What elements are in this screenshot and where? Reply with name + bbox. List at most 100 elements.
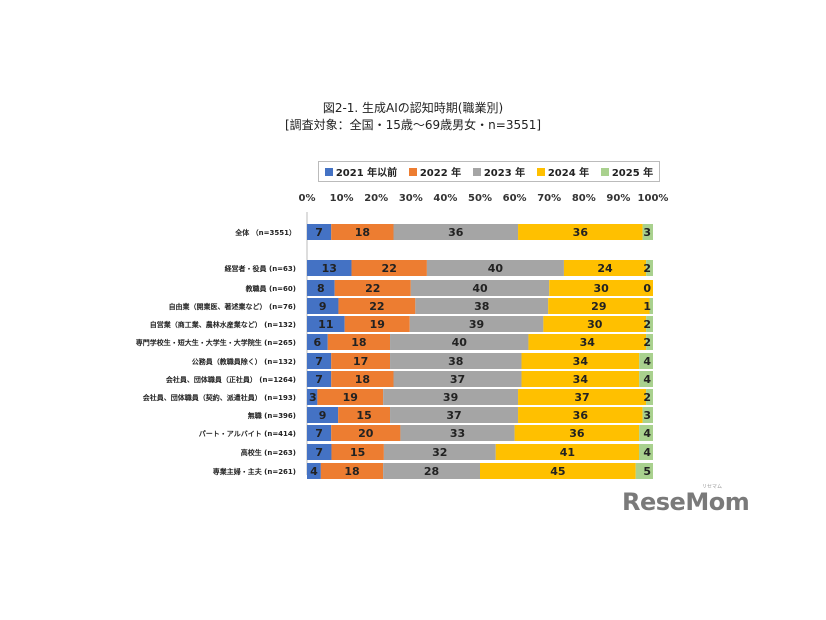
- data-label: 8: [317, 282, 325, 295]
- category-label: 経営者・役員 (n=63): [225, 264, 296, 273]
- data-label: 30: [593, 282, 609, 295]
- bar-segment: [331, 425, 401, 441]
- bar-segment: [344, 316, 410, 332]
- data-label: 40: [488, 262, 504, 275]
- bar-segment: [518, 389, 647, 405]
- bar-segment: [307, 425, 332, 441]
- bar-segment: [307, 353, 332, 369]
- bar-segment: [635, 463, 653, 479]
- data-label: 19: [370, 318, 385, 331]
- bar-segment: [334, 280, 411, 296]
- data-label: 20: [358, 427, 374, 440]
- bar-segment: [307, 444, 332, 460]
- data-label: 18: [355, 226, 370, 239]
- data-label: 11: [318, 318, 333, 331]
- bar-segment: [646, 389, 653, 405]
- data-label: 41: [560, 446, 575, 459]
- bar-segment: [307, 224, 332, 240]
- category-label: 会社員、団体職員（正社員） (n=1264): [166, 375, 296, 384]
- data-label: 34: [580, 336, 596, 349]
- data-label: 15: [350, 446, 365, 459]
- legend-item: 2025 年: [600, 164, 654, 179]
- data-label: 3: [309, 391, 317, 404]
- bar-segment: [543, 316, 647, 332]
- data-label: 36: [448, 226, 464, 239]
- bar-segment: [415, 298, 549, 314]
- x-tick-label: 60%: [503, 193, 527, 204]
- chart-legend: 2021 年以前 2022 年 2023 年 2024 年 2025 年: [318, 161, 660, 182]
- bar-segment: [331, 353, 391, 369]
- bar-segment: [307, 407, 339, 423]
- bar-segment: [646, 260, 653, 276]
- x-tick-label: 10%: [330, 193, 354, 204]
- bar-segment: [390, 353, 522, 369]
- category-label: 専業主婦・主夫 (n=261): [213, 467, 296, 476]
- category-label: 公務員（教職員除く） (n=132): [192, 357, 296, 366]
- bar-segment: [639, 353, 653, 369]
- legend-item: 2023 年: [472, 164, 525, 179]
- data-label: 34: [573, 373, 589, 386]
- bar-segment: [426, 260, 564, 276]
- data-label: 9: [319, 300, 327, 313]
- data-label: 2: [643, 262, 651, 275]
- chart-title-line2: [調査対象：全国・15歳〜69歳男女・n=3551]: [284, 118, 542, 132]
- x-tick-label: 20%: [364, 193, 388, 204]
- data-label: 18: [344, 465, 359, 478]
- category-label: 無職 (n=396): [248, 411, 296, 420]
- category-label: 高校生 (n=263): [241, 448, 296, 457]
- bar-segment: [639, 444, 653, 460]
- bar-segment: [307, 280, 335, 296]
- bar-segment: [307, 389, 318, 405]
- data-label: 5: [643, 465, 651, 478]
- bar-segment: [331, 371, 394, 387]
- data-label: 7: [315, 446, 323, 459]
- bar-segment: [307, 316, 345, 332]
- data-label: 39: [469, 318, 484, 331]
- bar-segment: [642, 407, 653, 423]
- bar-segment: [646, 334, 653, 350]
- resemom-logo: ReseMom: [622, 488, 750, 516]
- data-label: 3: [643, 409, 651, 422]
- bar-segment: [521, 371, 640, 387]
- data-label: 36: [573, 226, 589, 239]
- legend-label: 2025 年: [611, 168, 654, 179]
- bar-segment: [331, 444, 384, 460]
- bar-segment: [521, 353, 640, 369]
- data-label: 29: [591, 300, 606, 313]
- legend-label: 2024 年: [547, 168, 590, 179]
- legend-item: 2022 年: [408, 164, 462, 179]
- x-tick-label: 100%: [638, 193, 669, 204]
- bar-segment: [317, 389, 384, 405]
- chart-title-line1: 図2-1. 生成AIの認知時期(職業別): [322, 101, 504, 115]
- data-label: 36: [573, 409, 589, 422]
- data-label: 40: [472, 282, 488, 295]
- data-label: 37: [450, 373, 465, 386]
- bar-segment: [495, 444, 640, 460]
- bar-segment: [307, 371, 332, 387]
- x-tick-label: 40%: [433, 193, 457, 204]
- data-label: 17: [353, 355, 368, 368]
- data-label: 15: [356, 409, 371, 422]
- legend-swatch: [600, 167, 609, 176]
- x-tick-label: 80%: [572, 193, 596, 204]
- bar-segment: [480, 463, 636, 479]
- bar-segment: [410, 280, 550, 296]
- data-label: 13: [322, 262, 337, 275]
- bar-segment: [383, 444, 496, 460]
- legend-swatch: [408, 167, 417, 176]
- data-label: 1: [643, 300, 651, 313]
- legend-label: 2022 年: [419, 168, 462, 179]
- data-label: 37: [446, 409, 461, 422]
- data-label: 19: [343, 391, 358, 404]
- bar-segment: [327, 334, 391, 350]
- data-label: 28: [424, 465, 439, 478]
- data-label: 0: [643, 282, 651, 295]
- bar-segment: [528, 334, 647, 350]
- bar-segment: [639, 425, 653, 441]
- data-label: 2: [643, 318, 651, 331]
- bar-segment: [390, 334, 529, 350]
- legend-item: 2021 年以前: [324, 164, 397, 179]
- bar-segment: [549, 280, 653, 296]
- resemom-logo-sub: リセマム: [702, 484, 723, 490]
- category-label: 自営業（商工業、農林水産業など） (n=132): [150, 320, 296, 329]
